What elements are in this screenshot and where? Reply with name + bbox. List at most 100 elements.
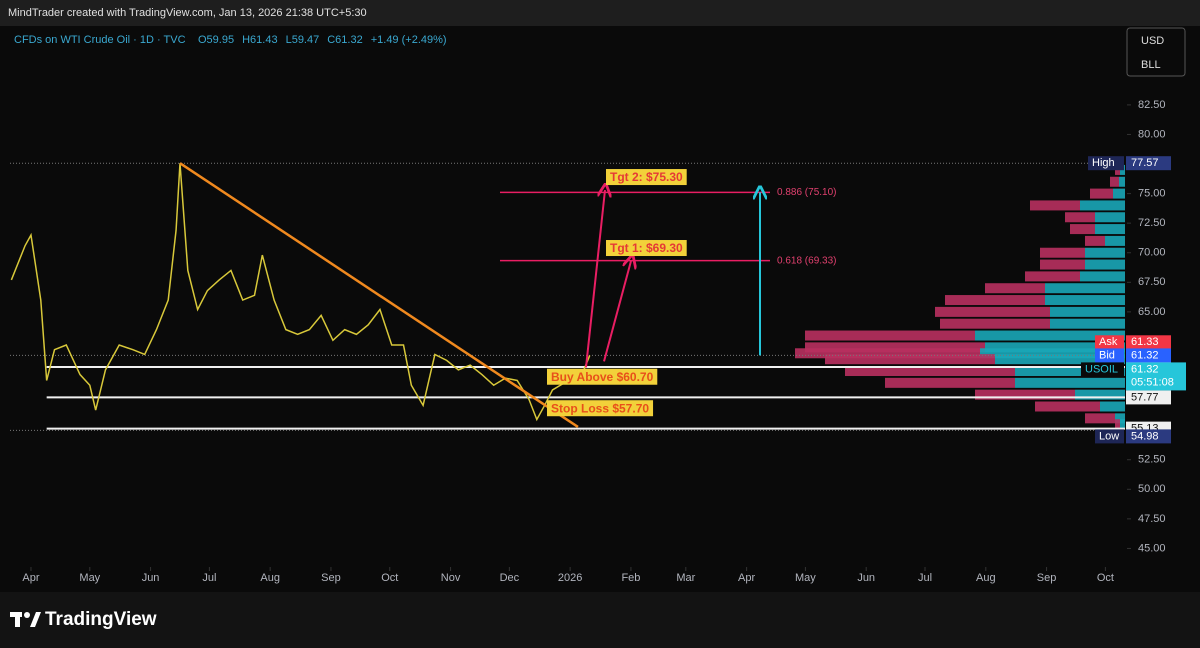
profile-sell xyxy=(1115,419,1120,430)
profile-sell xyxy=(940,318,1050,329)
profile-buy xyxy=(1015,377,1125,388)
badge-value-bg xyxy=(1126,335,1171,350)
x-tick-label: Aug xyxy=(976,572,996,584)
badge-value: 54.98 xyxy=(1131,430,1159,442)
x-tick-label: Aug xyxy=(260,572,280,584)
trade-label: Stop Loss $57.70 xyxy=(551,401,649,415)
header-text: MindTrader created with TradingView.com,… xyxy=(8,7,367,19)
x-tick-label: 2026 xyxy=(558,572,582,584)
profile-buy xyxy=(1119,176,1125,187)
profile-buy xyxy=(1050,318,1125,329)
fib-label: 0.886 (75.10) xyxy=(777,187,837,198)
logo xyxy=(10,612,41,627)
profile-sell xyxy=(1090,188,1113,199)
profile-sell xyxy=(1110,176,1119,187)
profile-buy xyxy=(1015,366,1125,377)
trade-label: Buy Above $60.70 xyxy=(551,370,654,384)
profile-sell xyxy=(1040,259,1085,270)
x-tick-label: Feb xyxy=(621,572,640,584)
profile-sell xyxy=(975,389,1075,400)
badge-value: 61.32 xyxy=(1131,349,1159,361)
profile-buy xyxy=(975,330,1125,341)
arrow xyxy=(585,190,605,368)
ohlc-value: H61.43 xyxy=(242,34,277,46)
profile-buy xyxy=(995,354,1125,365)
badge-name-bg xyxy=(1088,156,1124,171)
profile-buy xyxy=(1085,247,1125,258)
target-label: Tgt 1: $69.30 xyxy=(610,241,683,255)
profile-sell xyxy=(825,354,995,365)
currency-box xyxy=(1126,27,1186,77)
badge-name: High xyxy=(1092,157,1115,169)
x-tick-label: Oct xyxy=(1097,572,1114,584)
ohlc-value: C61.32 xyxy=(327,34,362,46)
badge-name-bg xyxy=(1095,335,1124,350)
badge-value-bg xyxy=(1126,348,1171,363)
profile-sell xyxy=(945,295,1045,306)
x-tick-label: May xyxy=(795,572,816,584)
fib-label: 0.618 (69.33) xyxy=(777,255,837,266)
badge-name-bg xyxy=(1095,348,1124,363)
badge-value: 61.33 xyxy=(1131,336,1159,348)
profile-sell xyxy=(1070,224,1095,235)
profile-buy xyxy=(1120,419,1125,430)
badge-name: Ask xyxy=(1099,336,1118,348)
profile-buy xyxy=(1095,224,1125,235)
x-tick-label: Apr xyxy=(22,572,39,584)
trade-box xyxy=(547,368,658,385)
x-tick-label: Jun xyxy=(142,572,160,584)
profile-sell xyxy=(805,330,975,341)
profile-buy xyxy=(1045,295,1125,306)
x-tick-label: Sep xyxy=(1037,572,1057,584)
profile-sell xyxy=(885,377,1015,388)
profile-sell xyxy=(1040,247,1085,258)
profile-buy xyxy=(1075,389,1125,400)
target-box xyxy=(606,240,687,257)
level-badge xyxy=(1126,390,1171,405)
y-tick-label: 82.50 xyxy=(1138,99,1166,111)
profile-buy xyxy=(1095,212,1125,223)
x-tick-label: Mar xyxy=(676,572,695,584)
badge-value-bg xyxy=(1126,362,1186,391)
chart-title: CFDs on WTI Crude Oil · 1D · TVC xyxy=(14,34,186,46)
badge-name: USOIL xyxy=(1085,363,1118,375)
y-tick-label: 52.50 xyxy=(1138,454,1166,466)
profile-sell xyxy=(1025,271,1080,282)
target-label: Tgt 2: $75.30 xyxy=(610,170,683,184)
badge-value-bg xyxy=(1126,429,1171,444)
profile-buy xyxy=(1080,271,1125,282)
y-tick-label: 70.00 xyxy=(1138,247,1166,259)
x-tick-label: Jun xyxy=(857,572,875,584)
target-box xyxy=(606,169,687,186)
ohlc-value: L59.47 xyxy=(286,34,320,46)
x-tick-label: Sep xyxy=(321,572,341,584)
profile-sell xyxy=(1085,235,1105,246)
profile-buy xyxy=(1115,413,1125,424)
header-bar xyxy=(0,0,1200,26)
profile-buy xyxy=(980,348,1125,359)
profile-buy xyxy=(1050,306,1125,317)
badge-name: Bid xyxy=(1099,349,1115,361)
x-tick-label: Jul xyxy=(918,572,932,584)
arrow xyxy=(603,261,631,362)
profile-sell xyxy=(795,348,980,359)
ohlc-value: O59.95 xyxy=(198,34,234,46)
y-tick-label: 80.00 xyxy=(1138,128,1166,140)
y-tick-label: 47.50 xyxy=(1138,513,1166,525)
profile-sell xyxy=(1065,212,1095,223)
unit: BLL xyxy=(1141,59,1161,71)
profile-sell xyxy=(805,342,985,353)
profile-buy xyxy=(1045,283,1125,294)
badge-value: 61.32 xyxy=(1131,363,1159,375)
y-tick-label: 75.00 xyxy=(1138,188,1166,200)
x-tick-label: Dec xyxy=(500,572,520,584)
y-tick-label: 50.00 xyxy=(1138,483,1166,495)
currency: USD xyxy=(1141,35,1164,47)
profile-buy xyxy=(985,342,1125,353)
badge-name-bg xyxy=(1081,362,1124,377)
y-tick-label: 65.00 xyxy=(1138,306,1166,318)
badge-name-bg xyxy=(1095,429,1124,444)
profile-sell xyxy=(985,283,1045,294)
